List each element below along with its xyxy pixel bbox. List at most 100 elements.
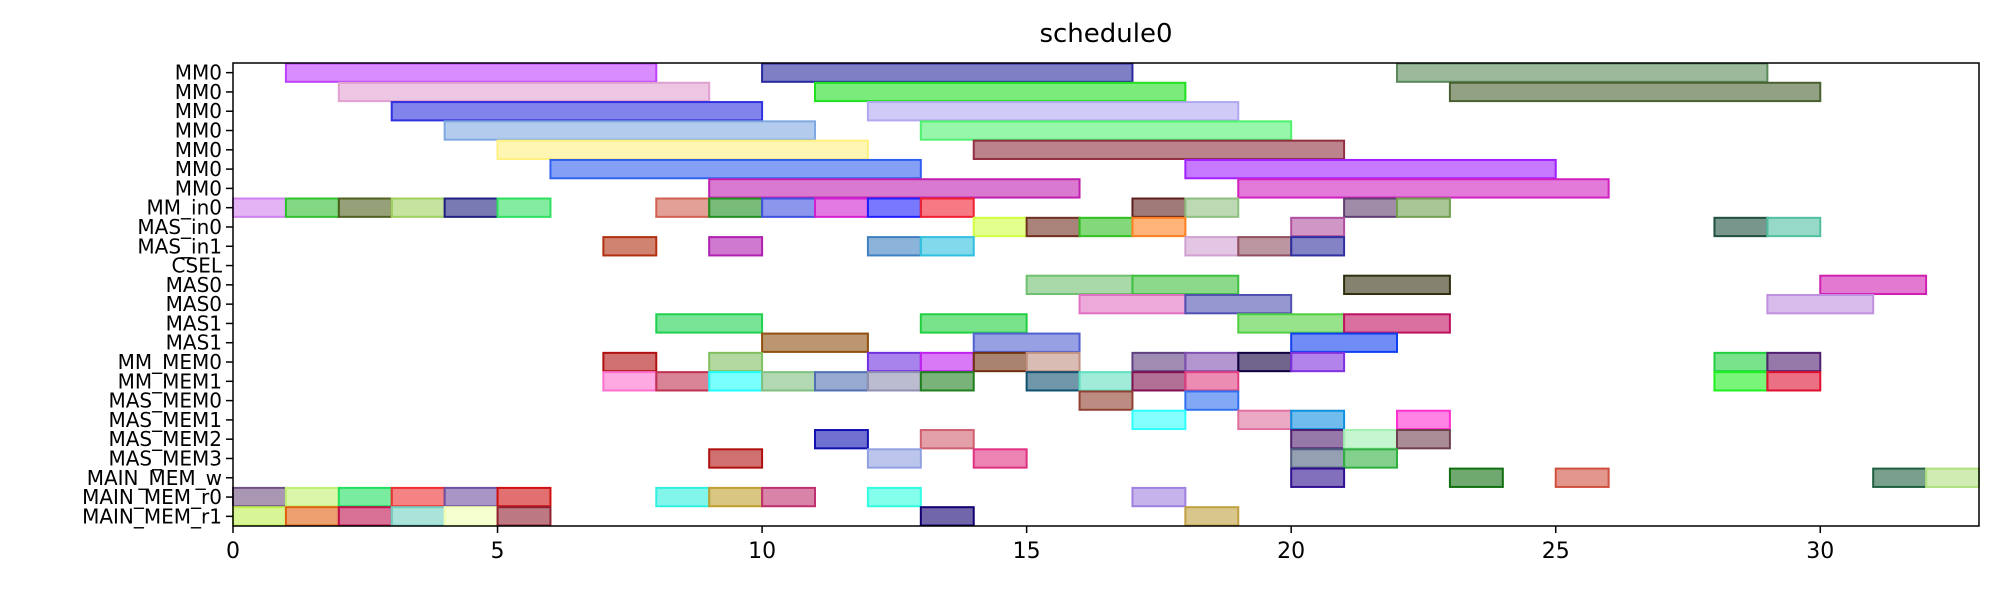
task-bar (1343, 197, 1399, 218)
task-bar (549, 158, 922, 180)
task-bar (1078, 390, 1134, 411)
task-bar (1713, 371, 1769, 392)
task-bar (1237, 313, 1346, 334)
task-bar (1025, 274, 1134, 296)
task-bar (284, 197, 340, 218)
task-bar (1290, 467, 1346, 488)
x-tick-label: 20 (1277, 539, 1305, 564)
task-bar (919, 197, 975, 218)
task-bar (1131, 351, 1187, 373)
task-bar (337, 506, 393, 527)
task-bar (761, 486, 816, 508)
task-bar (1078, 371, 1134, 392)
task-bar (1131, 197, 1187, 218)
task-bar (1290, 448, 1346, 469)
task-bar (337, 197, 393, 218)
task-bar (496, 197, 552, 218)
task-bar (1237, 178, 1610, 199)
task-bar (1448, 81, 1822, 103)
task-bar (1184, 197, 1240, 218)
task-bar (1184, 158, 1557, 180)
y-tick-label: MM0 (175, 138, 222, 162)
task-bar (443, 197, 499, 218)
task-bar (972, 448, 1028, 469)
task-bar (443, 486, 499, 508)
task-bar (1396, 62, 1769, 83)
task-bar (708, 197, 764, 218)
task-bar (232, 506, 287, 527)
task-bar (1131, 274, 1240, 296)
y-tick-label: MAIN_MEM_r0 (82, 485, 222, 509)
task-bar (1766, 216, 1822, 238)
task-bar (1184, 506, 1240, 527)
task-bar (708, 448, 764, 469)
task-bar (1025, 351, 1081, 373)
plot-area-frame (232, 62, 1980, 527)
task-bar (1290, 351, 1346, 373)
task-bar (919, 120, 1293, 141)
task-bar (866, 371, 922, 392)
y-tick-label: MM_in0 (147, 196, 222, 220)
task-bar (1554, 467, 1610, 488)
task-bar (1396, 197, 1451, 218)
task-bar (655, 371, 711, 392)
y-tick-label: MM_MEM1 (118, 369, 222, 393)
task-bar (708, 486, 764, 508)
task-bar (496, 139, 869, 160)
task-bar (1766, 371, 1822, 392)
x-tick-label: 10 (748, 539, 776, 564)
task-bar (814, 197, 869, 218)
task-bar (972, 216, 1028, 238)
task-bar (1713, 216, 1769, 238)
task-bar (1131, 216, 1187, 238)
task-bar (284, 62, 658, 83)
task-bar (919, 236, 975, 257)
chart-title: schedule0 (1039, 19, 1172, 49)
task-bar (919, 371, 975, 392)
task-bar (1713, 351, 1769, 373)
task-bar (1184, 390, 1240, 411)
task-bar (1184, 351, 1240, 373)
y-tick-label: MAS_MEM0 (108, 389, 222, 413)
task-bar (866, 351, 922, 373)
y-tick-label: MM0 (175, 80, 222, 104)
task-bar (708, 178, 1081, 199)
task-bar (919, 313, 1028, 334)
task-bar (232, 197, 287, 218)
task-bar (866, 236, 922, 257)
y-tick-label: MAS1 (166, 331, 222, 355)
y-tick-label: MAS0 (166, 273, 222, 297)
task-bar (1025, 371, 1081, 392)
task-bar (390, 506, 446, 527)
task-bar (972, 139, 1346, 160)
y-tick-label: MAIN_MEM_w (87, 466, 222, 490)
task-bar (1925, 467, 1981, 488)
task-bar (919, 506, 975, 527)
task-bars (232, 62, 1981, 527)
task-bar (1131, 486, 1187, 508)
task-bar (919, 351, 975, 373)
task-bar (1184, 371, 1240, 392)
task-bar (496, 486, 552, 508)
task-bar (866, 101, 1240, 122)
task-bar (1766, 351, 1822, 373)
y-tick-label: MAS_MEM1 (108, 408, 222, 432)
task-bar (1078, 216, 1134, 238)
task-bar (814, 371, 869, 392)
y-tick-label: MAS_in1 (137, 234, 222, 258)
task-bar (1343, 274, 1451, 296)
task-bar (1819, 274, 1928, 296)
task-bar (1290, 216, 1346, 238)
task-bar (972, 332, 1081, 353)
task-bar (1237, 236, 1293, 257)
task-bar (602, 371, 658, 392)
task-bar (761, 62, 1134, 83)
task-bar (1343, 448, 1399, 469)
task-bar (1343, 313, 1451, 334)
task-bar (284, 506, 340, 527)
task-bar (496, 506, 552, 527)
task-bar (814, 81, 1187, 103)
y-tick-label: MM0 (175, 61, 222, 85)
